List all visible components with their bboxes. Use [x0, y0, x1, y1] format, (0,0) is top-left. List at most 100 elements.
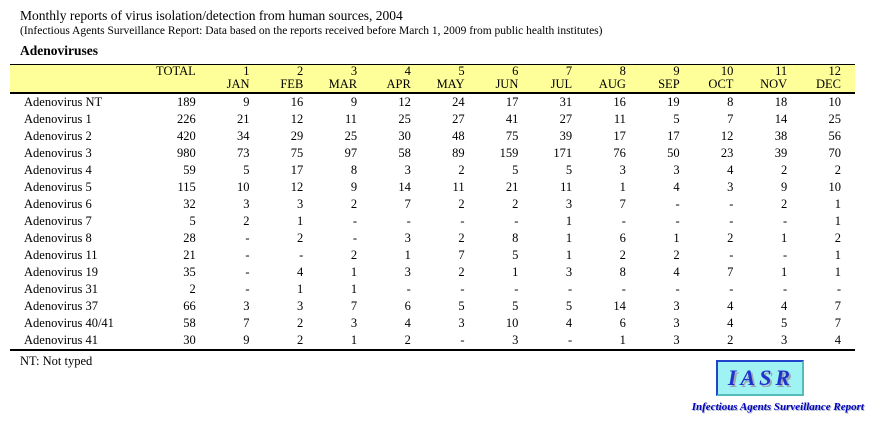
value-cell: 25 [344, 129, 358, 143]
value-cell: 38 [774, 129, 788, 143]
value-cell: 1 [619, 180, 626, 194]
column-header: MAR [317, 78, 372, 94]
virus-name-cell: Adenovirus 5 [24, 180, 92, 194]
virus-name-cell: Adenovirus 8 [24, 231, 92, 245]
value-cell: 1 [834, 197, 841, 211]
value-cell: 30 [398, 129, 411, 143]
value-cell: 9 [350, 180, 358, 194]
value-cell: 73 [237, 146, 250, 160]
value-cell: 76 [613, 146, 626, 160]
table-header: TOTAL 1 2 3 4 5 6 7 8 9 10 11 12 JAN FEB MAR APR MAY JUN JU… [10, 64, 855, 94]
value-cell: 14 [613, 299, 626, 313]
value-cell: 25 [398, 112, 411, 126]
table-row: Adenovirus 11 21- -2 1 7 5 1 2 2- -1 [10, 247, 855, 264]
virus-name-cell: Adenovirus 1 [24, 112, 92, 126]
value-cell: 17 [290, 163, 304, 177]
column-header: 7 [565, 64, 573, 78]
value-cell: 2 [512, 197, 519, 211]
table-row: Adenovirus 4 59 5 17 8 3 2 5 5 3 3 4 2 2 [10, 162, 855, 179]
value-cell: 12 [720, 129, 734, 143]
value-cell: - [621, 282, 626, 296]
value-cell: - [460, 333, 465, 347]
value-cell: 10 [828, 180, 842, 194]
iasr-logo-text: IASR [727, 365, 795, 390]
column-header: APR [371, 78, 425, 94]
value-cell: - [406, 214, 411, 228]
column-header: 1 [243, 64, 250, 78]
value-cell: 7 [458, 248, 465, 262]
value-cell: 10 [237, 180, 250, 194]
value-cell: 14 [774, 112, 788, 126]
footnote: NT: Not typed [20, 354, 93, 368]
value-cell: 18 [774, 95, 788, 109]
value-cell: 3 [404, 231, 411, 245]
column-header: 5 [458, 64, 465, 78]
value-cell: 10 [505, 316, 519, 330]
table-row: Adenovirus NT 189 9 16 9 12 24 17 31 16 19 8 18 10 [10, 93, 855, 111]
value-cell: 3 [565, 265, 573, 279]
value-cell: 16 [613, 95, 626, 109]
value-cell: 30 [183, 333, 196, 347]
column-header: JUN [478, 78, 533, 94]
value-cell: 35 [183, 265, 196, 279]
value-cell: 5 [458, 299, 465, 313]
value-cell: 2 [673, 248, 680, 262]
value-cell: 420 [177, 129, 196, 143]
value-cell: 28 [183, 231, 196, 245]
virus-name-cell: Adenovirus 6 [24, 197, 92, 211]
table-row: Adenovirus 19 35 - 4 1 3 2 1 3 8 4 7 1 1 [10, 264, 855, 281]
value-cell: 7 [727, 265, 734, 279]
column-header [10, 65, 156, 79]
value-cell: - [514, 282, 519, 296]
value-cell: 5 [512, 299, 519, 313]
value-cell: 8 [727, 95, 734, 109]
column-header: AUG [586, 78, 640, 94]
value-cell: 2 [404, 333, 411, 347]
value-cell: 2 [243, 214, 250, 228]
value-cell: 3 [512, 333, 519, 347]
value-cell: - [675, 197, 680, 211]
value-cell: 3 [404, 265, 411, 279]
value-cell: 7 [727, 112, 734, 126]
value-cell: 2 [350, 197, 358, 211]
value-cell: - [352, 231, 358, 245]
value-cell: 3 [404, 163, 411, 177]
value-cell: - [245, 282, 250, 296]
virus-name-cell: Adenovirus 4 [24, 163, 92, 177]
value-cell: 2 [458, 231, 465, 245]
value-cell: 89 [452, 146, 465, 160]
value-cell: 4 [673, 265, 680, 279]
value-cell: 1 [297, 214, 304, 228]
value-cell: 1 [780, 265, 788, 279]
value-cell: 31 [559, 95, 573, 109]
value-cell: 17 [505, 95, 519, 109]
value-cell: 4 [834, 333, 841, 347]
value-cell: - [460, 214, 465, 228]
value-cell: 4 [565, 316, 573, 330]
value-cell: 2 [780, 163, 788, 177]
value-cell: 2 [458, 163, 465, 177]
value-cell: - [783, 214, 788, 228]
value-cell: 1 [565, 248, 573, 262]
iasr-logo[interactable]: IASR Infectious Agents Surveillance Repo… [642, 360, 864, 413]
section-heading: Adenoviruses [20, 43, 99, 58]
value-cell: - [675, 282, 680, 296]
value-cell: 50 [667, 146, 680, 160]
value-cell: - [675, 214, 680, 228]
value-cell: 3 [243, 197, 250, 211]
value-cell: 980 [177, 146, 196, 160]
value-cell: 3 [780, 333, 788, 347]
value-cell: 1 [350, 333, 358, 347]
column-header: 6 [512, 64, 519, 78]
column-header: SEP [639, 78, 694, 94]
value-cell: 21 [237, 112, 250, 126]
value-cell: - [729, 214, 734, 228]
value-cell: 29 [290, 129, 304, 143]
value-cell: 5 [673, 112, 680, 126]
column-header: JAN [209, 78, 264, 94]
header-row-numbers: TOTAL 1 2 3 4 5 6 7 8 9 10 11 12 [10, 65, 855, 79]
value-cell: 1 [350, 282, 358, 296]
value-cell: 4 [727, 316, 734, 330]
value-cell: 2 [297, 333, 304, 347]
value-cell: 10 [828, 95, 842, 109]
